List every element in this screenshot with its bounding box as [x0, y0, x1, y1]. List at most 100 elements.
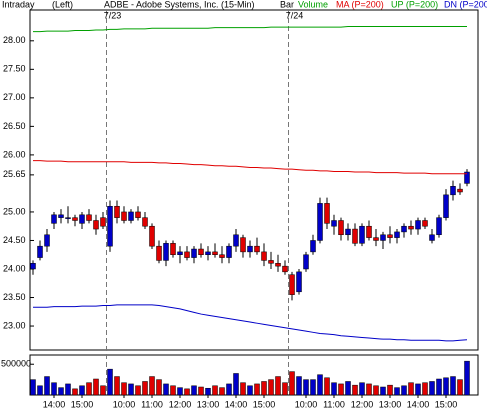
volume-bar — [51, 382, 57, 396]
volume-bar — [72, 388, 78, 396]
volume-bar — [86, 382, 92, 396]
candle-body — [422, 220, 428, 227]
candle-body — [44, 234, 50, 247]
x-tick-label: 12:00 — [169, 399, 192, 409]
volume-bar — [359, 382, 365, 396]
candle-body — [296, 271, 302, 293]
x-tick-label: 12:00 — [351, 399, 374, 409]
candle-body — [240, 237, 246, 253]
volume-bar — [149, 376, 155, 396]
candle-body — [177, 251, 183, 255]
candle-body — [191, 248, 197, 258]
candle-body — [415, 220, 421, 230]
y-tick-label: 25.00 — [3, 206, 26, 216]
x-tick-label: 13:00 — [379, 399, 402, 409]
overlay-line — [33, 304, 468, 342]
candle-body — [205, 251, 211, 255]
candle-body — [450, 186, 456, 196]
candle-body — [324, 203, 330, 224]
volume-bar — [401, 385, 407, 396]
bar-style: Bar — [280, 0, 294, 9]
candle-body — [142, 217, 148, 227]
chart-label: Intraday — [2, 0, 35, 9]
y-tick-label: 28.00 — [3, 35, 26, 45]
candle-body — [198, 248, 204, 255]
x-tick-label: 10:00 — [113, 399, 136, 409]
volume-bar — [457, 379, 463, 396]
legend-entry: UP (P=200) — [391, 0, 438, 9]
candle-body — [317, 203, 323, 241]
candle-body — [135, 211, 141, 218]
volume-bar — [373, 385, 379, 396]
volume-bar — [114, 376, 120, 396]
volume-bar — [296, 376, 302, 396]
candle-body — [226, 245, 232, 258]
candle-body — [359, 225, 365, 244]
candle-body — [163, 243, 169, 261]
overlay-line — [33, 160, 467, 175]
candle-body — [338, 220, 344, 236]
candle-body — [184, 251, 190, 258]
volume-bar — [429, 381, 435, 396]
candle-body — [86, 214, 92, 221]
y-tick-label: 24.00 — [3, 263, 26, 273]
volume-bar — [142, 381, 148, 396]
candle-body — [408, 225, 414, 230]
volume-bar — [464, 360, 470, 396]
x-tick-label: 14:00 — [407, 399, 430, 409]
candle-body — [212, 251, 218, 255]
volume-bar — [310, 379, 316, 396]
volume-bar — [387, 384, 393, 396]
volume-bar — [289, 371, 295, 396]
candle-body — [233, 234, 239, 247]
y-tick-label: 23.00 — [3, 320, 26, 330]
volume-bar — [275, 376, 281, 396]
candle-body — [254, 245, 260, 253]
volume-bar — [37, 385, 43, 396]
candle-body — [268, 260, 274, 264]
volume-bar — [184, 388, 190, 396]
candle-body — [149, 225, 155, 247]
volume-bar — [128, 383, 134, 396]
volume-bar — [191, 385, 197, 396]
candle-body — [282, 265, 288, 273]
x-tick-label: 13:00 — [197, 399, 220, 409]
candle-body — [100, 217, 106, 227]
y-tick-label: 24.50 — [3, 235, 26, 245]
candle-body — [373, 237, 379, 241]
candle-body — [37, 245, 43, 258]
candle-body — [464, 171, 470, 184]
volume-bar — [198, 386, 204, 396]
candle-body — [310, 240, 316, 253]
volume-bar — [233, 373, 239, 396]
candle-body — [79, 214, 85, 224]
volume-bar — [408, 382, 414, 396]
candle-body — [457, 188, 463, 193]
volume-bar — [443, 377, 449, 396]
candle-body — [289, 274, 295, 295]
legend-entry: MA (P=200) — [336, 0, 384, 9]
volume-bar — [240, 382, 246, 396]
volume-bar — [100, 385, 106, 396]
volume-frame — [29, 354, 479, 396]
volume-bar — [44, 376, 50, 396]
volume-bar — [65, 383, 71, 396]
volume-bar — [219, 387, 225, 396]
y-tick-label: 27.00 — [3, 92, 26, 102]
x-tick-label: 11:00 — [323, 399, 345, 409]
x-tick-label: 15:00 — [435, 399, 458, 409]
candle-body — [219, 254, 225, 258]
candle-body — [51, 214, 57, 224]
candle-body — [114, 205, 120, 218]
candle-body — [429, 234, 435, 241]
volume-bar — [93, 378, 99, 396]
volume-bar — [303, 379, 309, 396]
candle-body — [352, 228, 358, 244]
candle-body — [401, 225, 407, 233]
legend-entry: Volume — [298, 0, 328, 9]
volume-bar — [205, 387, 211, 396]
y-tick-label: 26.50 — [3, 121, 26, 131]
volume-bar — [254, 383, 260, 396]
y-tick-label: 25.65 — [3, 169, 26, 179]
